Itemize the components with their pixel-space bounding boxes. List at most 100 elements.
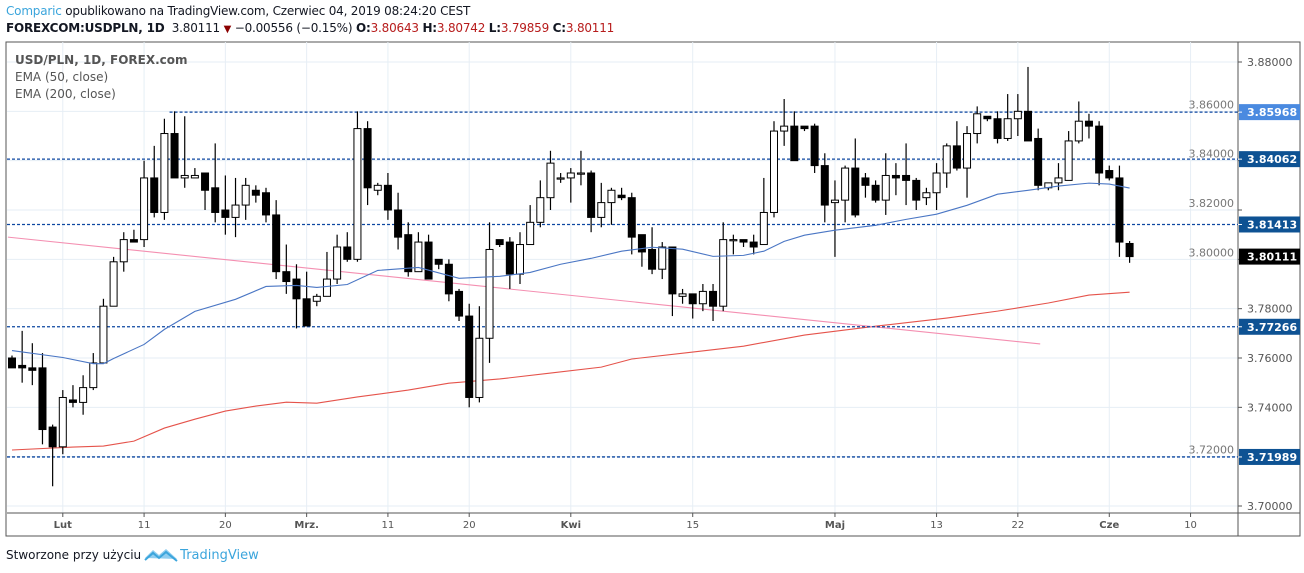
last-price: 3.80111 xyxy=(171,21,220,35)
high-value: 3.80742 xyxy=(436,21,486,35)
candle-body-up xyxy=(373,184,382,191)
candle-body-up xyxy=(160,133,169,213)
level-price-label: 3.81413 xyxy=(1247,218,1297,231)
price-tick-label: 3.70000 xyxy=(1247,500,1293,513)
candle-body-down xyxy=(282,271,291,283)
candle-body-down xyxy=(343,246,352,260)
price-tick-label: 3.78000 xyxy=(1247,303,1293,316)
level-price-label-bg xyxy=(1239,104,1300,121)
publish-info: Comparic opublikowano na TradingView.com… xyxy=(6,4,470,18)
candle-body-down xyxy=(505,241,514,275)
candle-body-down xyxy=(891,174,900,179)
time-tick-label: 20 xyxy=(219,520,232,531)
candle-body-down xyxy=(617,194,626,199)
candle-body-down xyxy=(1034,137,1043,186)
open-value: 3.80643 xyxy=(370,21,419,35)
candle-body-up xyxy=(99,305,108,364)
candle-body-down xyxy=(1125,242,1134,258)
candle-body-down xyxy=(302,298,311,327)
time-tick-label: 22 xyxy=(1011,520,1024,531)
level-price-label: 3.84062 xyxy=(1247,153,1297,166)
ema200-line xyxy=(11,291,1130,451)
candle-body-down xyxy=(851,167,860,216)
close-value: 3.80111 xyxy=(565,21,615,35)
time-tick-label: 13 xyxy=(930,520,943,531)
candle-body-down xyxy=(251,189,260,196)
candle-body-down xyxy=(810,125,819,167)
time-tick-label: 10 xyxy=(1184,520,1197,531)
candle-body-up xyxy=(485,248,494,339)
candle-body-down xyxy=(455,290,464,317)
candle-body-down xyxy=(800,125,809,130)
candle-body-up xyxy=(658,246,667,270)
legend-ema50[interactable]: EMA (50, close) xyxy=(15,70,109,84)
time-tick-label: Mrz. xyxy=(294,520,319,531)
candle-body-up xyxy=(759,211,768,246)
candle-body-down xyxy=(262,192,270,216)
candle-body-down xyxy=(383,184,392,211)
time-tick-label: Maj xyxy=(825,520,845,531)
candle-body-down xyxy=(1115,177,1124,243)
candle-body-up xyxy=(607,189,616,204)
candle-body-down xyxy=(1024,110,1032,142)
candle-body-up xyxy=(556,177,565,180)
candle-body-down xyxy=(201,172,210,191)
candle-body-down xyxy=(1095,125,1104,174)
candle-body-down xyxy=(170,133,179,179)
candle-body-down xyxy=(790,125,799,162)
candle-body-down xyxy=(424,241,433,280)
candle-body-down xyxy=(1105,170,1114,179)
candle-body-down xyxy=(68,399,77,403)
candle-body-down xyxy=(902,174,911,181)
candle-body-down xyxy=(292,278,301,300)
candle-body-up xyxy=(1064,140,1073,181)
candle-body-down xyxy=(434,258,443,265)
candle-body-down xyxy=(637,234,646,253)
candle-body-down xyxy=(8,357,16,369)
candle-body-up xyxy=(140,177,149,241)
price-tick-label: 3.80000 xyxy=(1189,246,1235,259)
footer-text: Stworzone przy użyciu xyxy=(6,548,142,562)
time-tick-label: 15 xyxy=(686,520,699,531)
candle-body-up xyxy=(830,199,839,204)
candle-body-up xyxy=(475,337,484,398)
author-link[interactable]: Comparic xyxy=(6,4,62,18)
candle-body-up xyxy=(963,133,972,169)
candle-body-up xyxy=(719,239,728,307)
level-price-label-bg xyxy=(1239,318,1300,335)
level-price-label-bg xyxy=(1239,216,1300,233)
candle-body-down xyxy=(861,177,870,186)
candle-body-down xyxy=(1084,120,1093,127)
candle-body-down xyxy=(465,315,474,398)
candle-body-down xyxy=(952,145,961,169)
legend-ema200[interactable]: EMA (200, close) xyxy=(15,87,116,101)
down-arrow-icon: ▼ xyxy=(223,24,232,35)
candle-body-down xyxy=(983,115,992,120)
close-label: C: xyxy=(552,21,566,35)
price-tick-label: 3.74000 xyxy=(1247,401,1293,414)
candle-body-up xyxy=(58,396,67,448)
candle-body-down xyxy=(587,172,596,218)
candle-body-up xyxy=(1054,177,1063,184)
high-label: H: xyxy=(422,21,437,35)
candle-body-up xyxy=(180,174,189,179)
candle-body-up xyxy=(353,128,362,260)
price-tick-label: 3.72000 xyxy=(1189,444,1235,457)
time-tick-label: 11 xyxy=(138,520,151,531)
candle-body-up xyxy=(973,113,982,135)
candle-body-down xyxy=(688,293,697,305)
candle-body-down xyxy=(404,234,413,273)
candle-body-down xyxy=(394,209,403,238)
legend-title: USD/PLN, 1D, FOREX.com xyxy=(15,53,188,67)
tradingview-logo-icon xyxy=(144,549,178,562)
candle-body-down xyxy=(129,239,138,243)
low-label: L: xyxy=(488,21,501,35)
candle-body-down xyxy=(272,214,281,273)
tradingview-link[interactable]: TradingView xyxy=(180,548,259,563)
candle-body-up xyxy=(231,204,240,218)
candle-body-down xyxy=(668,246,677,295)
price-tick-label: 3.88000 xyxy=(1247,56,1293,69)
candle-body-up xyxy=(770,130,778,213)
candle-body-down xyxy=(221,209,230,218)
